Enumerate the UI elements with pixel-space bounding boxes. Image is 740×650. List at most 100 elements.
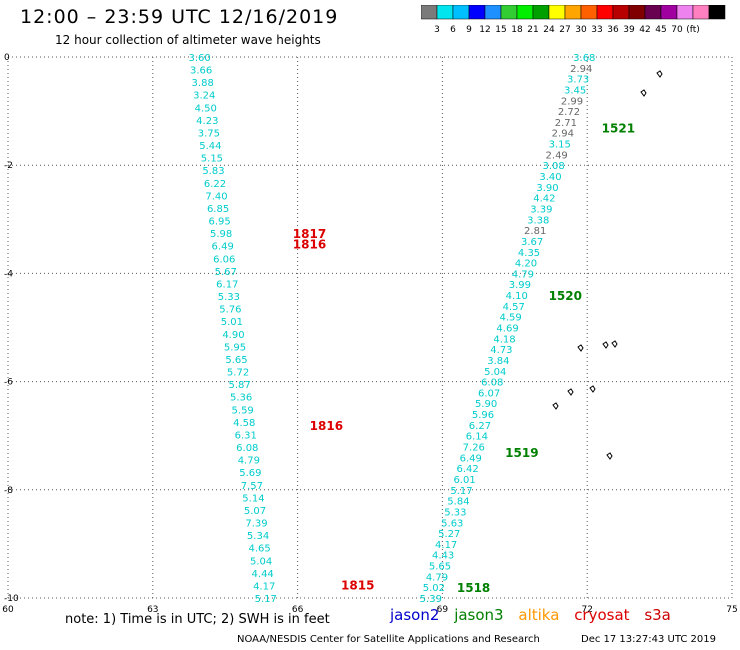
colorbar-label: 33 [591, 25, 602, 35]
footer-note: note: 1) Time is in UTC; 2) SWH is in fe… [65, 612, 330, 627]
coastline-fragment [611, 340, 618, 348]
wave-height-label: 6.31 [235, 430, 257, 441]
colorbar-label: 39 [623, 25, 635, 35]
wave-height-label: 4.43 [432, 551, 454, 562]
colorbar-swatch [708, 5, 726, 20]
pass-time-label: 1520 [549, 289, 582, 303]
x-tick-label: 72 [581, 605, 592, 615]
wave-height-label: 2.49 [546, 150, 568, 161]
wave-height-label: 3.38 [527, 215, 549, 226]
satellite-legend-jason3: jason3 [454, 606, 504, 624]
wave-height-label: 5.83 [202, 166, 224, 177]
colorbar-label: 18 [511, 25, 523, 35]
x-tick-label: 63 [147, 605, 158, 615]
wave-height-label: 4.17 [435, 540, 457, 551]
coastline-fragment [656, 70, 663, 78]
x-tick-label: 60 [2, 605, 14, 615]
colorbar-label: 12 [479, 25, 490, 35]
wave-height-label: 6.17 [216, 279, 238, 290]
pass-time-label: 1519 [505, 446, 538, 460]
wave-height-label: 3.15 [549, 140, 571, 151]
wave-height-label: 3.88 [192, 78, 214, 89]
y-tick-label: 0 [4, 53, 10, 63]
wave-height-label: 6.49 [212, 242, 234, 253]
wave-height-label: 5.65 [429, 562, 451, 573]
colorbar-label: (ft) [686, 25, 700, 35]
pass-time-label: 1521 [602, 121, 635, 135]
wave-height-label: 3.73 [567, 75, 589, 86]
coastline-fragment [577, 344, 584, 352]
satellite-legend-s3a: s3a [644, 606, 671, 624]
wave-height-label: 4.79 [426, 572, 448, 583]
colorbar-label: 30 [575, 25, 587, 35]
wave-height-label: 2.71 [555, 118, 577, 129]
x-tick-label: 69 [437, 605, 449, 615]
coastline-fragment [552, 402, 559, 410]
wave-height-label: 6.01 [453, 475, 475, 486]
wave-height-label: 6.08 [481, 378, 503, 389]
wave-height-label: 3.99 [509, 280, 531, 291]
wave-height-label: 3.67 [521, 237, 543, 248]
wave-height-label: 3.84 [487, 356, 509, 367]
wave-height-label: 3.75 [198, 128, 220, 139]
wave-height-label: 5.72 [227, 368, 249, 379]
wave-height-label: 5.39 [420, 594, 442, 605]
wave-height-label: 5.01 [221, 317, 243, 328]
colorbar-label: 27 [559, 25, 570, 35]
wave-height-label: 5.33 [218, 292, 240, 303]
wave-height-label: 5.02 [423, 583, 445, 594]
wave-height-label: 4.65 [248, 544, 270, 555]
colorbar-label: 3 [434, 25, 440, 35]
pass-time-label: 1817 [293, 227, 326, 241]
wave-height-label: 6.22 [204, 179, 226, 190]
wave-height-label: 4.79 [238, 456, 260, 467]
x-tick-label: 66 [292, 605, 304, 615]
wave-height-label: 3.90 [536, 183, 558, 194]
colorbar-label: 45 [655, 25, 666, 35]
pass-time-label: 1518 [457, 581, 490, 595]
wave-height-label: 5.15 [201, 154, 223, 165]
wave-height-label: 3.40 [539, 172, 561, 183]
colorbar-label: 42 [639, 25, 650, 35]
wave-height-label: 2.94 [552, 129, 574, 140]
y-tick-label: -6 [4, 378, 13, 388]
wave-height-label: 2.99 [561, 96, 583, 107]
colorbar-label: 21 [527, 25, 538, 35]
x-tick-label: 75 [726, 605, 737, 615]
colorbar-label: 70 [671, 25, 683, 35]
satellite-legend-altika: altika [518, 606, 560, 624]
wave-height-label: 3.08 [542, 161, 564, 172]
colorbar-label: 15 [495, 25, 506, 35]
wave-height-label: 7.26 [463, 443, 485, 454]
wave-height-label: 6.49 [460, 453, 482, 464]
wave-height-label: 5.04 [484, 367, 506, 378]
wave-height-label: 5.69 [239, 468, 261, 479]
credit-line: NOAA/NESDIS Center for Satellite Applica… [237, 634, 540, 645]
wave-height-label: 6.42 [457, 464, 479, 475]
wave-height-label: 6.07 [478, 388, 500, 399]
wave-height-label: 3.45 [564, 85, 586, 96]
wave-height-label: 4.90 [222, 330, 244, 341]
wave-height-label: 5.96 [472, 410, 494, 421]
wave-height-label: 4.35 [518, 248, 540, 259]
wave-height-label: 6.06 [213, 254, 235, 265]
wave-height-label: 5.63 [441, 518, 463, 529]
wave-height-label: 4.18 [493, 334, 515, 345]
wave-height-label: 4.50 [195, 103, 217, 114]
wave-height-label: 3.60 [188, 53, 210, 64]
satellite-legend-jason2: jason2 [390, 606, 440, 624]
wave-height-label: 6.95 [208, 217, 230, 228]
wave-height-label: 3.39 [530, 204, 552, 215]
wave-height-label: 5.84 [447, 497, 469, 508]
pass-time-label: 1816 [310, 419, 343, 433]
wave-height-label: 5.04 [250, 556, 272, 567]
wave-height-label: 5.44 [199, 141, 221, 152]
wave-height-label: 6.14 [466, 432, 488, 443]
wave-height-label: 5.87 [228, 380, 250, 391]
wave-height-label: 5.36 [230, 393, 252, 404]
wave-height-label: 5.76 [219, 305, 241, 316]
wave-height-label: 5.65 [225, 355, 247, 366]
wave-height-label: 6.08 [236, 443, 258, 454]
wave-height-label: 5.98 [210, 229, 232, 240]
wave-height-label: 4.73 [490, 345, 512, 356]
